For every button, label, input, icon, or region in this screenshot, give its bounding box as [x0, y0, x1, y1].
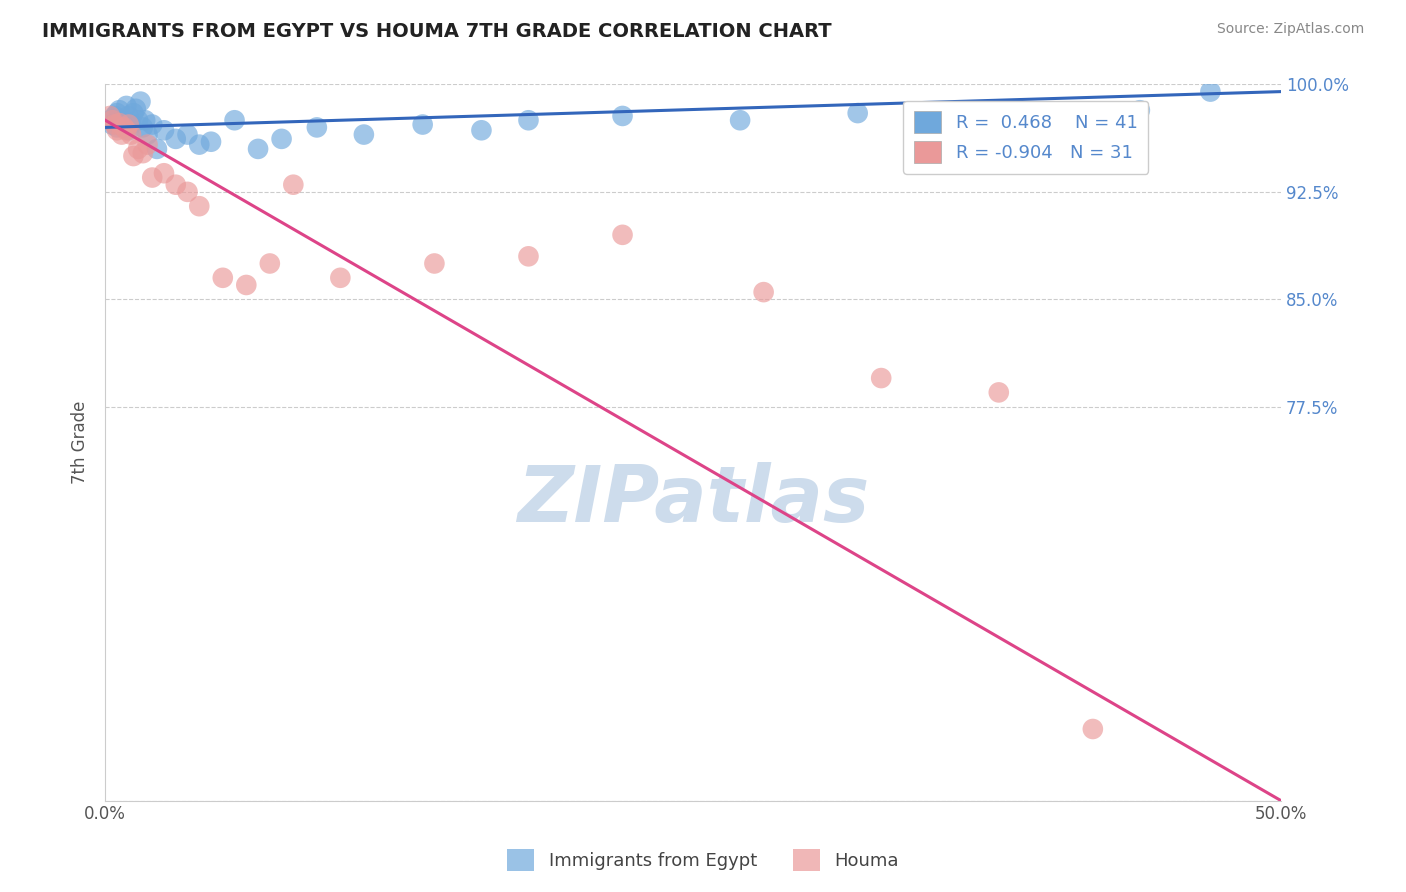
Point: [115, 99, 138, 113]
Point: [125, 102, 148, 116]
Point: [305, 120, 328, 135]
Point: [104, 118, 127, 132]
Point: [188, 137, 211, 152]
Point: [211, 270, 233, 285]
Point: [105, 106, 128, 120]
Point: [101, 113, 124, 128]
Point: [412, 118, 434, 132]
Point: [98, 109, 121, 123]
Point: [104, 109, 127, 123]
Point: [105, 120, 128, 135]
Point: [122, 106, 145, 120]
Text: IMMIGRANTS FROM EGYPT VS HOUMA 7TH GRADE CORRELATION CHART: IMMIGRANTS FROM EGYPT VS HOUMA 7TH GRADE…: [42, 22, 832, 41]
Point: [120, 118, 142, 132]
Point: [259, 256, 281, 270]
Point: [235, 277, 257, 292]
Point: [283, 178, 305, 192]
Point: [165, 132, 187, 146]
Point: [612, 109, 634, 123]
Point: [270, 132, 292, 146]
Text: ZIPatlas: ZIPatlas: [517, 462, 869, 538]
Point: [1035, 113, 1057, 128]
Point: [146, 142, 169, 156]
Point: [188, 199, 211, 213]
Point: [112, 120, 135, 135]
Legend: Immigrants from Egypt, Houma: Immigrants from Egypt, Houma: [499, 842, 907, 879]
Point: [141, 118, 163, 132]
Point: [134, 113, 156, 128]
Point: [108, 103, 131, 118]
Point: [105, 123, 128, 137]
Point: [329, 270, 352, 285]
Point: [118, 123, 141, 137]
Point: [132, 146, 155, 161]
Point: [118, 109, 141, 123]
Point: [165, 178, 187, 192]
Point: [111, 128, 134, 142]
Point: [136, 137, 159, 152]
Point: [1129, 103, 1152, 118]
Point: [153, 123, 176, 137]
Text: Source: ZipAtlas.com: Source: ZipAtlas.com: [1216, 22, 1364, 37]
Point: [98, 113, 121, 128]
Point: [941, 109, 963, 123]
Point: [115, 123, 138, 137]
Point: [224, 113, 246, 128]
Legend: R =  0.468    N = 41, R = -0.904   N = 31: R = 0.468 N = 41, R = -0.904 N = 31: [904, 101, 1149, 174]
Y-axis label: 7th Grade: 7th Grade: [72, 401, 89, 484]
Point: [129, 95, 152, 109]
Point: [353, 128, 375, 142]
Point: [153, 166, 176, 180]
Point: [141, 170, 163, 185]
Point: [846, 106, 869, 120]
Point: [108, 116, 131, 130]
Point: [1199, 85, 1222, 99]
Point: [517, 113, 540, 128]
Point: [1081, 722, 1104, 736]
Point: [132, 120, 155, 135]
Point: [752, 285, 775, 300]
Point: [127, 113, 149, 128]
Point: [870, 371, 893, 385]
Point: [176, 128, 198, 142]
Point: [127, 142, 149, 156]
Point: [517, 249, 540, 263]
Point: [112, 120, 135, 135]
Point: [728, 113, 751, 128]
Point: [120, 128, 142, 142]
Point: [101, 118, 124, 132]
Point: [136, 128, 159, 142]
Point: [987, 385, 1010, 400]
Point: [200, 135, 222, 149]
Point: [470, 123, 492, 137]
Point: [612, 227, 634, 242]
Point: [176, 185, 198, 199]
Point: [111, 113, 134, 128]
Point: [122, 149, 145, 163]
Point: [247, 142, 270, 156]
Point: [118, 118, 141, 132]
Point: [423, 256, 446, 270]
